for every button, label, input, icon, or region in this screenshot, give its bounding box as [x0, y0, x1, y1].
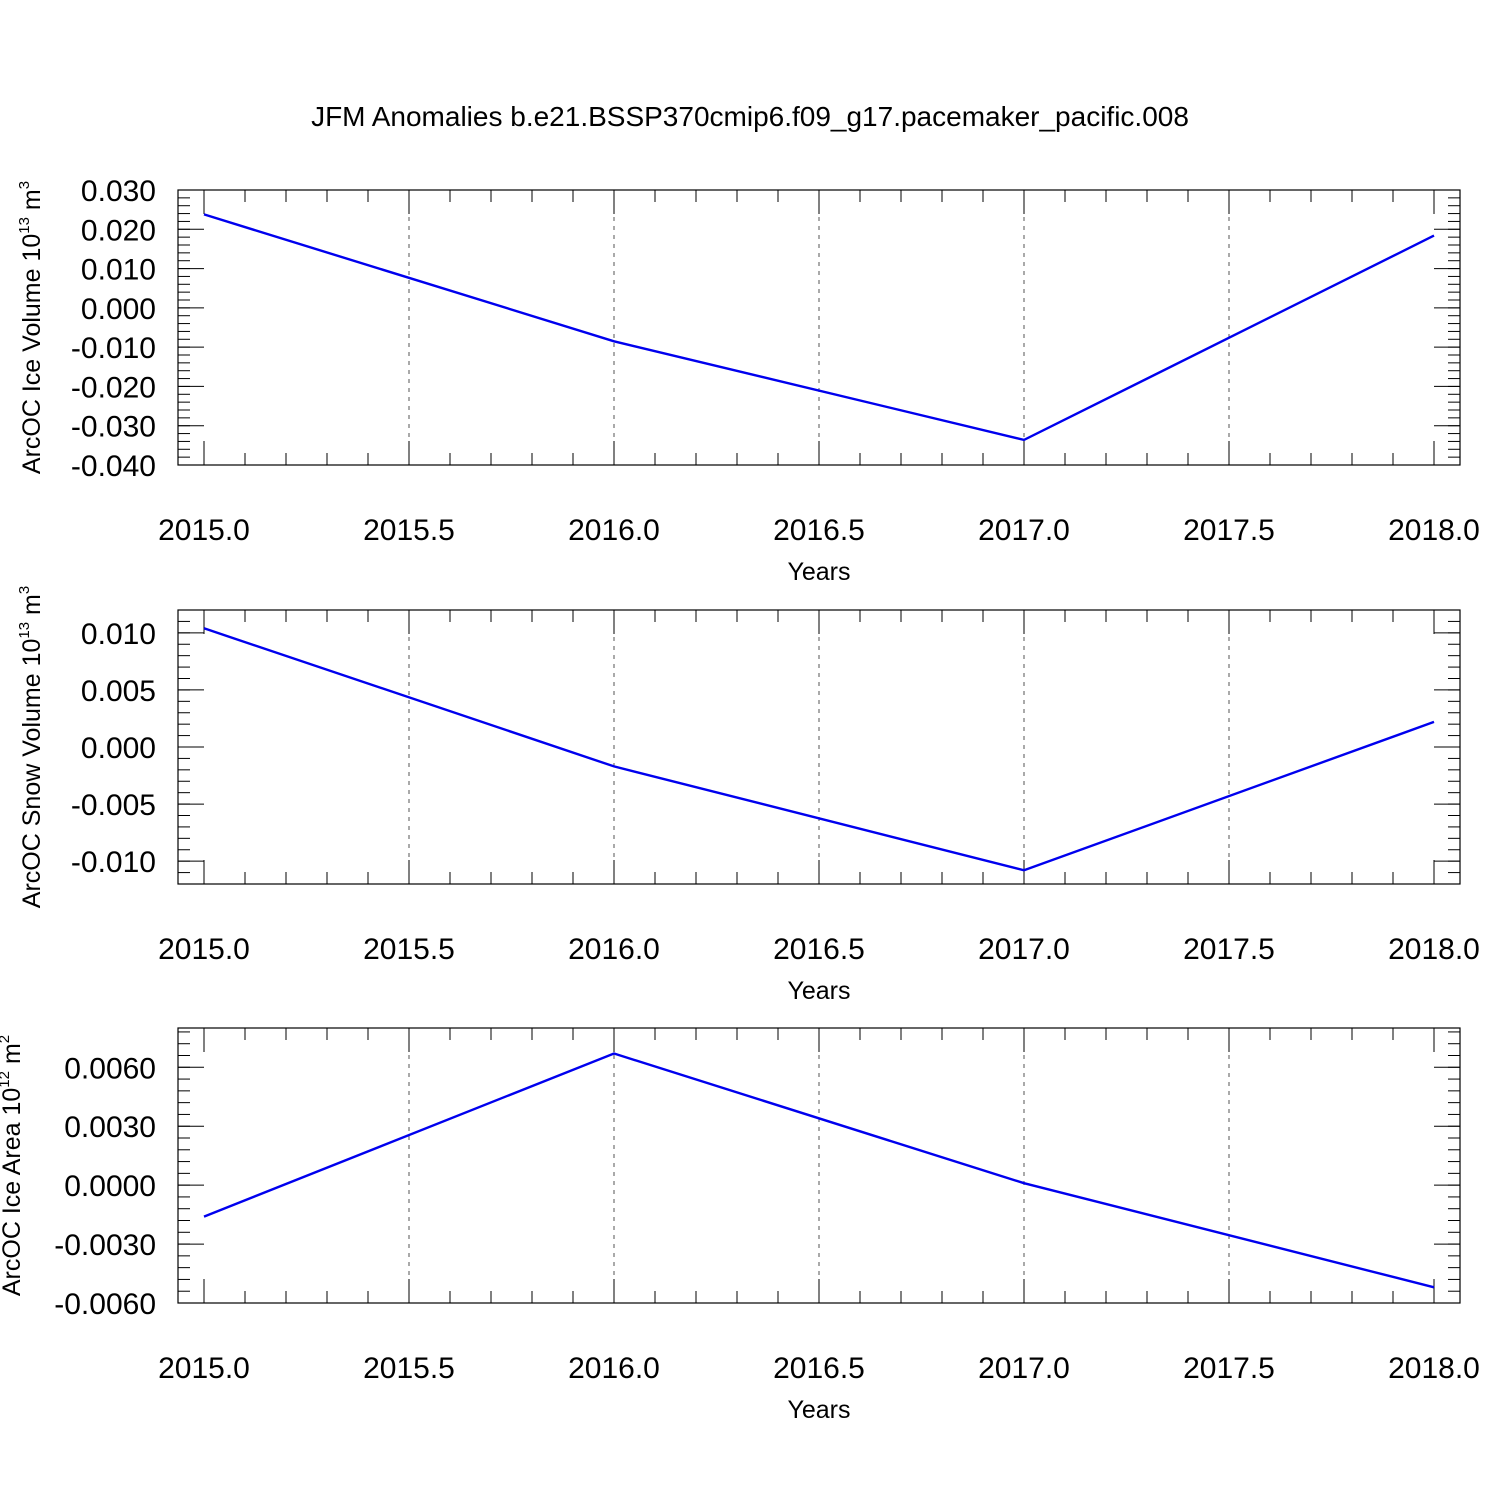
- y-axis-label-part: m: [0, 1043, 26, 1071]
- y-axis-label-superscript: 12: [0, 1071, 13, 1088]
- x-tick-label: 2018.0: [1388, 514, 1480, 547]
- x-tick-label: 2015.5: [363, 514, 455, 547]
- y-tick-label: 0.030: [81, 175, 156, 208]
- x-tick-label: 2015.0: [158, 514, 250, 547]
- y-tick-label: -0.010: [71, 332, 156, 365]
- series-line: [203, 1052, 1435, 1289]
- y-axis-label: ArcOC Ice Volume 1013 m3: [16, 181, 46, 474]
- y-axis-label-superscript: 13: [16, 622, 33, 639]
- y-tick-label: 0.020: [81, 214, 156, 247]
- x-tick-label: 2017.5: [1183, 1352, 1275, 1385]
- panels: 2015.0 2015.5 2016.0 2016.5 2017.0 2017.5 2018…: [0, 175, 1480, 1424]
- x-axis-label: Years: [787, 1396, 850, 1424]
- chart-title: JFM Anomalies b.e21.BSSP370cmip6.f09_g17…: [311, 101, 1189, 132]
- x-axis-label: Years: [787, 558, 850, 586]
- x-tick-label: 2017.5: [1183, 933, 1275, 966]
- y-axis-label-part: m: [18, 594, 46, 622]
- x-tick-label: 2016.0: [568, 933, 660, 966]
- x-tick-label: 2018.0: [1388, 933, 1480, 966]
- x-tick-label: 2015.5: [363, 933, 455, 966]
- x-tick-label: 2017.0: [978, 933, 1070, 966]
- y-axis-label-superscript: 3: [16, 181, 33, 189]
- y-tick-label: -0.0030: [54, 1229, 156, 1262]
- panel-1: 2015.0 2015.5 2016.0 2016.5 2017.0 2017.5 2018…: [16, 175, 1480, 586]
- x-tick-label: 2016.5: [773, 933, 865, 966]
- y-tick-label: 0.0030: [64, 1111, 156, 1144]
- series-line: [203, 213, 1435, 442]
- y-tick-label: 0.010: [81, 254, 156, 287]
- y-tick-label: -0.040: [71, 450, 156, 483]
- y-axis-label-part: ArcOC Snow Volume 10: [18, 639, 46, 909]
- y-axis-label-part: ArcOC Ice Volume 10: [18, 234, 46, 474]
- y-axis-label-superscript: 2: [0, 1035, 13, 1043]
- x-tick-label: 2016.0: [568, 514, 660, 547]
- x-tick-label: 2016.5: [773, 1352, 865, 1385]
- x-tick-label: 2017.0: [978, 1352, 1070, 1385]
- y-tick-label: -0.005: [71, 789, 156, 822]
- y-tick-label: 0.000: [81, 732, 156, 765]
- y-tick-label: -0.010: [71, 846, 156, 879]
- x-tick-label: 2015.0: [158, 1352, 250, 1385]
- x-axis-label: Years: [787, 977, 850, 1005]
- x-tick-label: 2016.5: [773, 514, 865, 547]
- y-axis-label-part: m: [18, 189, 46, 217]
- series-line: [203, 627, 1435, 872]
- x-tick-label: 2017.0: [978, 514, 1070, 547]
- y-tick-label: 0.0000: [64, 1170, 156, 1203]
- y-axis-label: ArcOC Ice Area 1012 m2: [0, 1035, 26, 1296]
- x-tick-label: 2015.5: [363, 1352, 455, 1385]
- y-tick-label: 0.000: [81, 293, 156, 326]
- panel-2: 2015.0 2015.5 2016.0 2016.5 2017.0 2017.5 2018…: [16, 586, 1480, 1005]
- x-tick-label: 2018.0: [1388, 1352, 1480, 1385]
- y-tick-label: 0.005: [81, 675, 156, 708]
- y-tick-label: -0.030: [71, 411, 156, 444]
- x-tick-label: 2017.5: [1183, 514, 1275, 547]
- x-tick-label: 2016.0: [568, 1352, 660, 1385]
- y-axis-label-part: ArcOC Ice Area 10: [0, 1088, 26, 1296]
- y-axis-label-superscript: 13: [16, 217, 33, 234]
- y-tick-label: 0.0060: [64, 1052, 156, 1085]
- y-axis-label-superscript: 3: [16, 586, 33, 594]
- y-tick-label: -0.0060: [54, 1288, 156, 1321]
- x-tick-label: 2015.0: [158, 933, 250, 966]
- y-axis-label: ArcOC Snow Volume 1013 m3: [16, 586, 46, 908]
- y-tick-label: 0.010: [81, 618, 156, 651]
- panel-3: 2015.0 2015.5 2016.0 2016.5 2017.0 2017.5 2018…: [0, 1027, 1480, 1424]
- y-tick-label: -0.020: [71, 371, 156, 404]
